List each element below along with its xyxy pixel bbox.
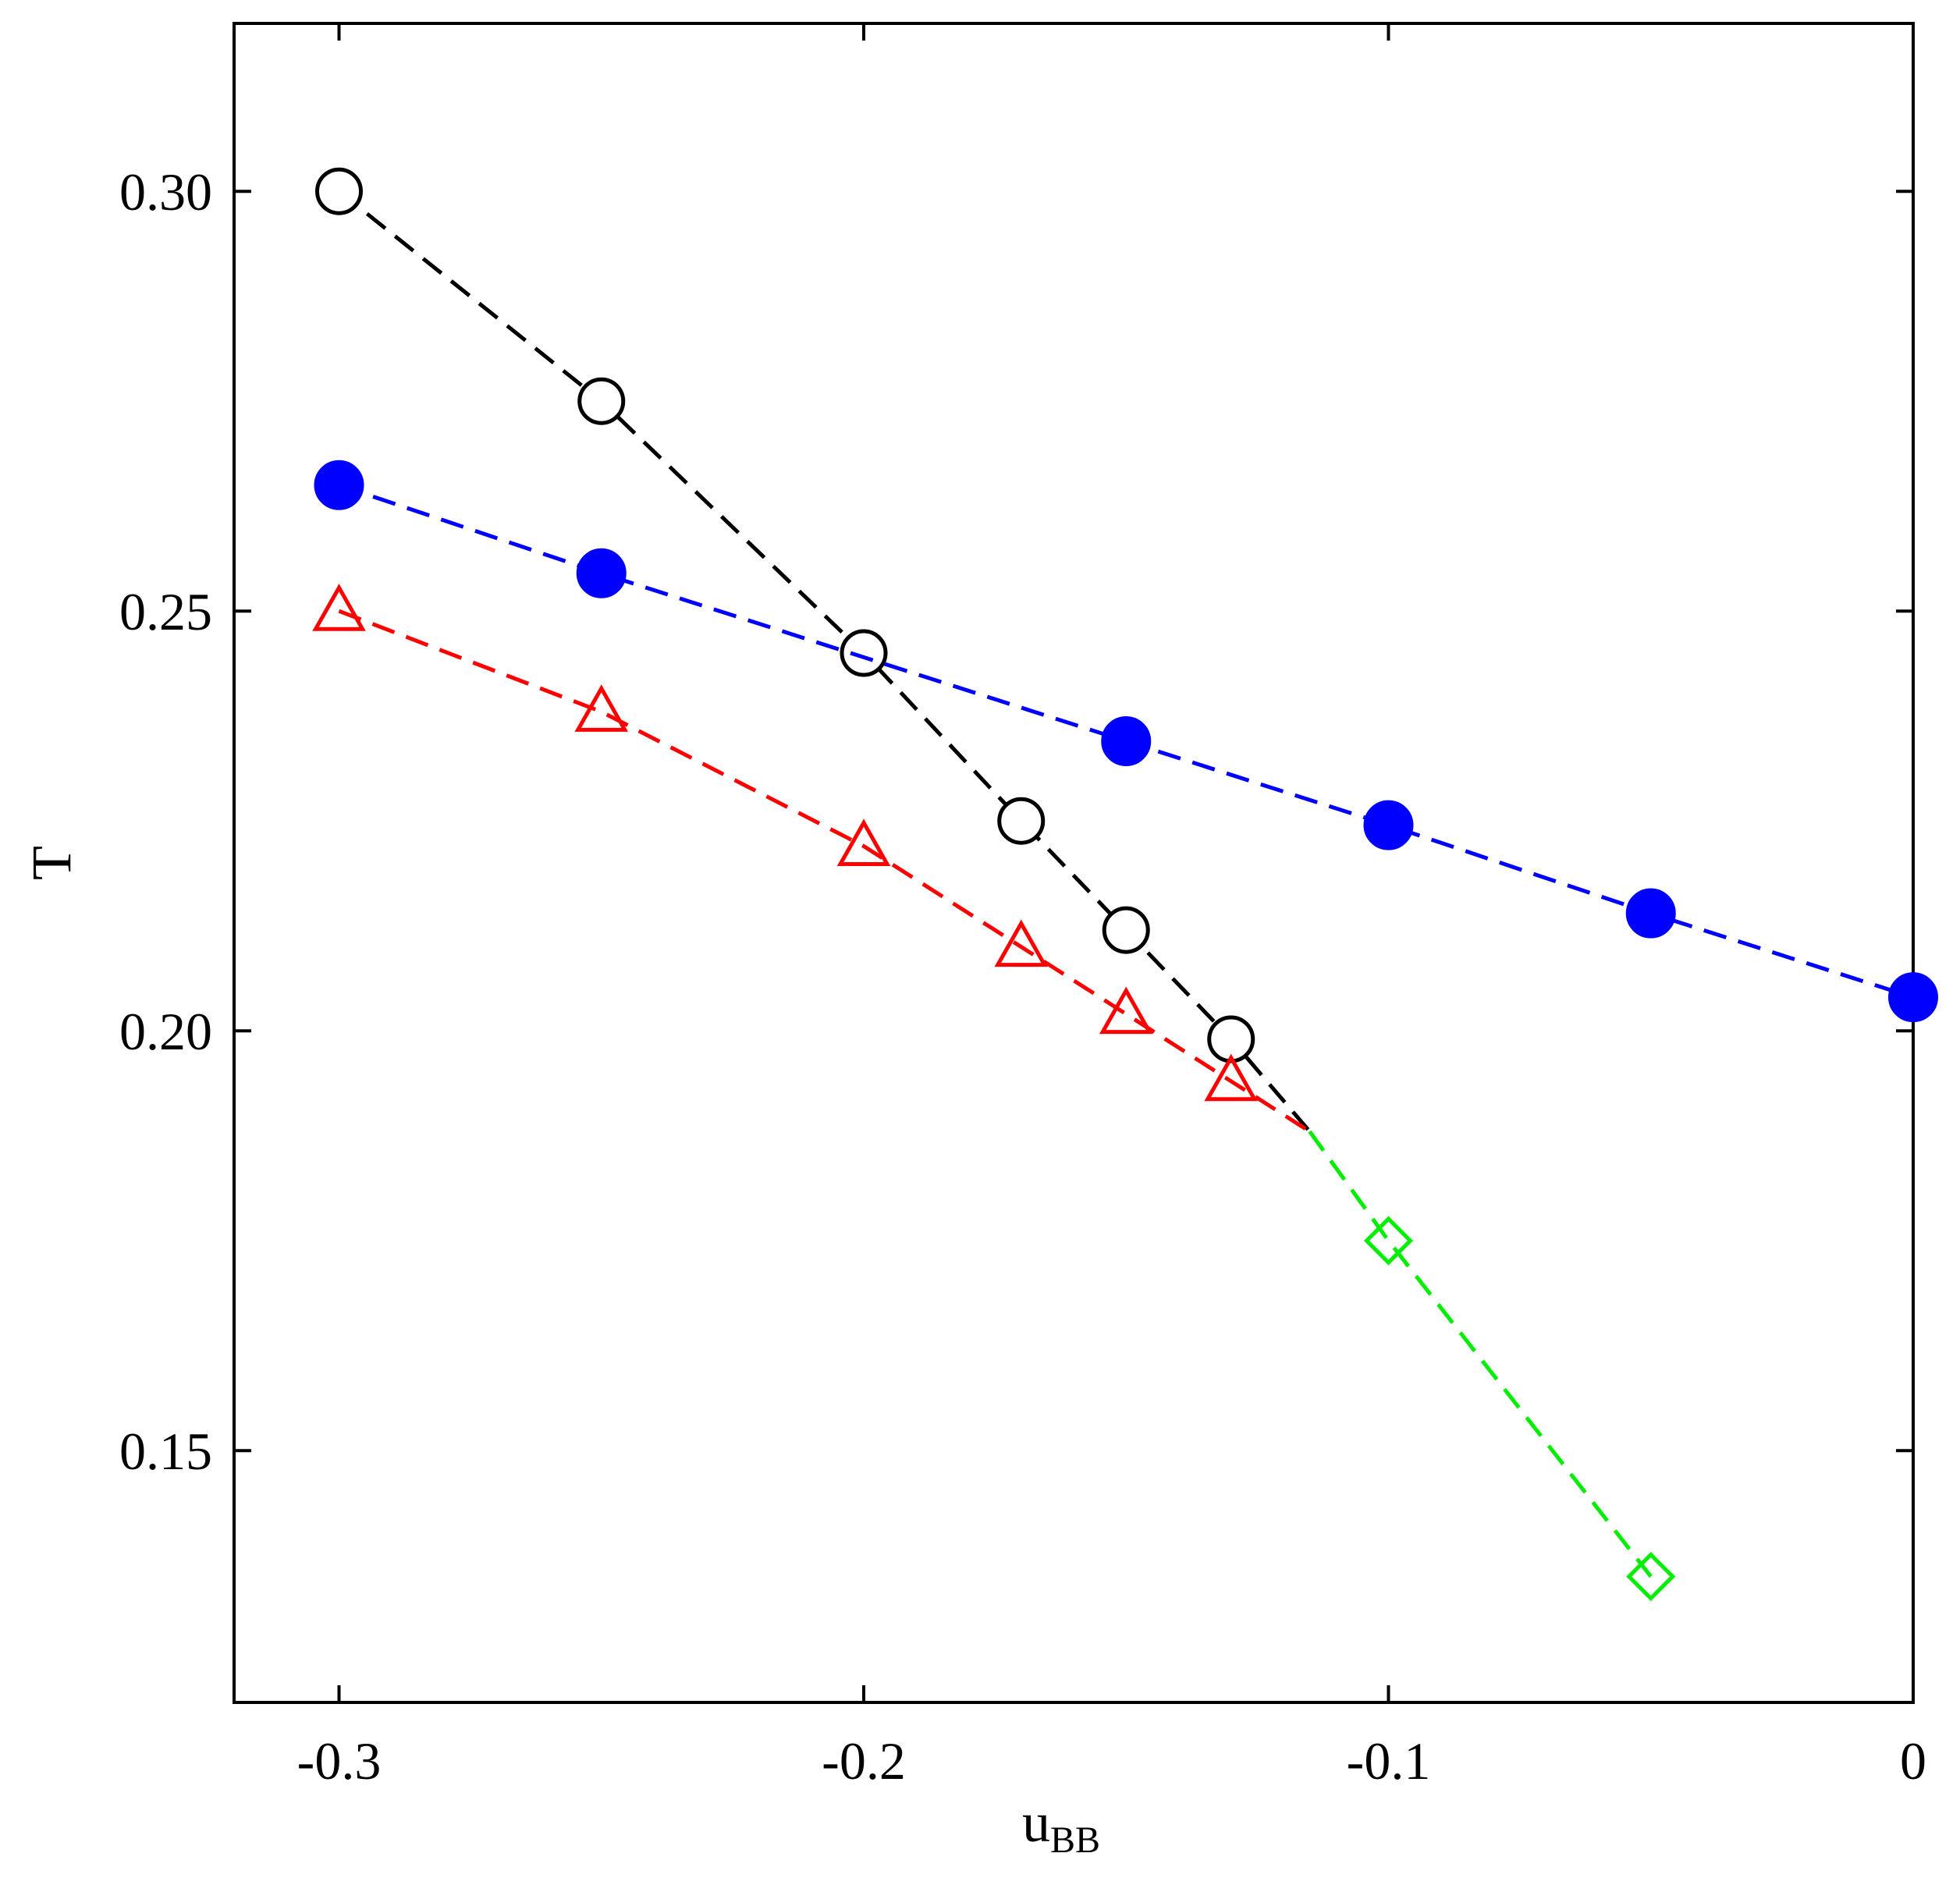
series-2 [314,460,1938,1023]
plot-frame [233,22,1915,1704]
y-axis-label: T [20,846,83,880]
data-point [1204,1053,1259,1102]
data-point [1363,800,1414,850]
data-point [1102,906,1150,954]
x-tick-label: 0 [1900,1731,1926,1791]
data-point [577,377,626,425]
series-4 [1308,1130,1676,1602]
series-3 [312,584,1311,1134]
data-point [1626,1552,1676,1602]
data-point [1099,986,1153,1035]
data-point [574,684,629,732]
series-line [1308,1130,1653,1578]
x-tick-label: -0.1 [1347,1731,1431,1791]
x-tick-label: -0.2 [822,1731,906,1791]
series-line [338,483,1914,999]
data-point [1625,888,1676,939]
y-tick-label: 0.30 [119,162,212,222]
data-point [1363,1216,1414,1266]
data-point [314,460,364,510]
data-point [576,548,627,598]
data-point [994,919,1049,967]
series-line [338,609,1311,1134]
series-layer [312,167,1938,1602]
data-point [1888,972,1938,1023]
x-axis-label-subscript: BB [1050,1819,1100,1861]
data-point [1101,715,1152,766]
y-tick-label: 0.15 [119,1422,212,1481]
data-point [997,797,1046,845]
y-tick-label: 0.25 [119,582,212,641]
x-axis-label: uBB [1022,1791,1100,1861]
x-tick-label: -0.3 [297,1731,382,1791]
data-point [312,584,366,631]
data-point [315,167,363,215]
data-point [836,818,891,866]
y-tick-label: 0.20 [119,1002,212,1061]
axis-ticks: -0.3 -0.2 -0.1 0 0.15 0.20 0.25 0.30 [119,23,1926,1791]
x-axis-label-main: u [1022,1791,1050,1854]
data-point [840,629,888,677]
series-line [337,190,1312,1133]
series-1 [315,167,1312,1133]
